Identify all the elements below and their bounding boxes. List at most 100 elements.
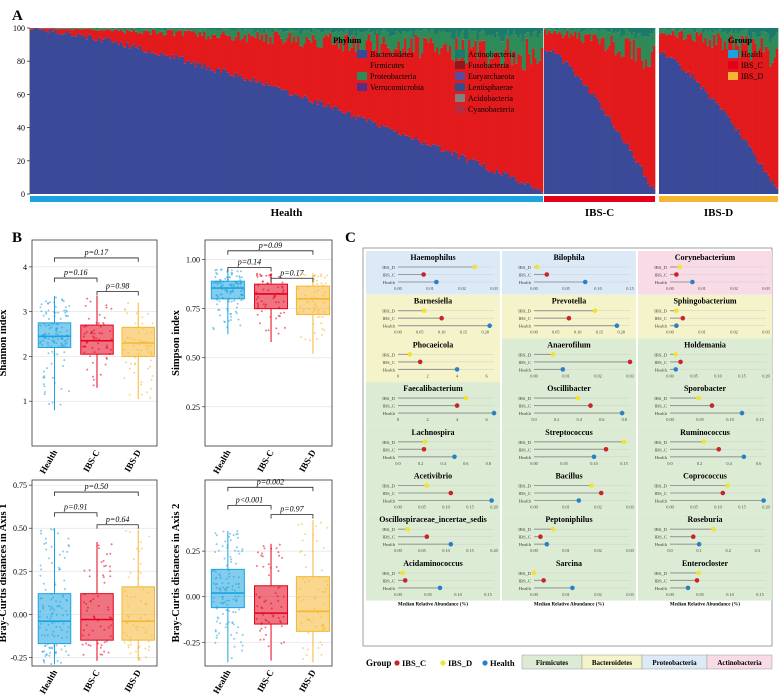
b-jitter-point xyxy=(283,641,286,644)
a-bar-segment xyxy=(265,29,268,34)
a-bar-segment xyxy=(339,41,343,111)
a-bar-segment xyxy=(290,28,294,31)
c-x-tick-label: 0.01 xyxy=(698,330,706,335)
b-jitter-point xyxy=(241,633,244,636)
c-genus-title: Peptoniphilus xyxy=(545,515,592,524)
a-bar-segment xyxy=(466,62,469,163)
a-bar-segment xyxy=(196,28,200,29)
b-jitter-point xyxy=(324,276,326,279)
a-bar-segment xyxy=(642,176,646,194)
a-bar-segment xyxy=(715,44,718,103)
panel-label-b: B xyxy=(12,230,22,246)
a-bar-segment xyxy=(756,53,759,163)
a-bar-segment xyxy=(386,28,390,33)
b-jitter-point xyxy=(307,632,310,634)
b-jitter-point xyxy=(40,303,43,306)
c-x-tick-label: 0.01 xyxy=(562,548,570,553)
a-bar-segment xyxy=(580,41,583,80)
c-genus-title: Acetivibrio xyxy=(414,472,452,481)
c-lollipop-dot xyxy=(544,541,550,547)
a-bar-segment xyxy=(414,28,418,31)
c-x-tick-label: 0.05 xyxy=(424,592,432,597)
b-frame xyxy=(204,479,333,667)
a-bar-segment xyxy=(513,176,516,194)
b-jitter-point xyxy=(68,390,70,393)
a-bar-segment xyxy=(401,48,405,134)
a-bar-segment xyxy=(151,29,155,53)
b-jitter-point xyxy=(228,610,230,612)
a-bar-segment xyxy=(365,28,369,32)
a-bar-segment xyxy=(680,70,684,194)
a-bar-segment xyxy=(491,172,495,194)
a-bar-segment xyxy=(386,127,390,194)
b-jitter-point xyxy=(123,641,126,644)
b-jitter-point xyxy=(215,534,218,537)
a-bar-segment xyxy=(423,141,426,194)
a-bar-segment xyxy=(491,28,495,34)
b-jitter-point xyxy=(304,566,307,569)
a-bar-segment xyxy=(79,29,82,35)
a-bar-segment xyxy=(282,89,285,194)
a-bar-segment xyxy=(749,147,753,194)
c-cell-background xyxy=(502,425,636,470)
a-bar-segment xyxy=(395,28,398,32)
a-bar-segment xyxy=(470,159,473,194)
a-phylum-legend-swatch xyxy=(357,50,367,58)
b-jitter-point xyxy=(221,613,224,615)
c-row-label: IBS_D xyxy=(382,396,395,401)
c-x-tick-label: 6 xyxy=(486,417,489,422)
c-lollipop-dot xyxy=(575,395,581,401)
a-bar-segment xyxy=(359,28,362,33)
a-bar-segment xyxy=(327,28,330,32)
b-jitter-point xyxy=(51,376,54,379)
a-bar-segment xyxy=(758,48,762,165)
a-bar-segment xyxy=(201,28,204,36)
c-x-tick-label: 0.03 xyxy=(626,548,634,553)
a-bar-segment xyxy=(156,33,159,55)
b-jitter-point xyxy=(67,537,70,540)
b-p-value-label: p=0.14 xyxy=(237,257,261,266)
b-jitter-point xyxy=(268,574,270,577)
b-x-tick-label: IBS-C xyxy=(255,668,276,694)
a-bar-segment xyxy=(726,28,729,35)
c-x-tick-label: 0.00 xyxy=(530,592,538,597)
a-bar-segment xyxy=(510,28,514,35)
b-jitter-point xyxy=(309,339,312,342)
a-bar-segment xyxy=(66,28,69,31)
c-cell-background xyxy=(638,425,772,470)
c-x-tick-label: 0.8 xyxy=(486,461,491,466)
a-bar-segment xyxy=(646,66,650,184)
a-bar-segment xyxy=(194,29,198,34)
a-bar-segment xyxy=(723,28,727,32)
b-y-axis-title: Simpson index xyxy=(171,309,182,375)
a-bar-segment xyxy=(665,57,668,194)
a-bar-segment xyxy=(265,28,268,30)
a-bar-segment xyxy=(706,93,710,194)
a-bar-segment xyxy=(233,40,236,77)
a-bar-segment xyxy=(168,28,172,30)
b-jitter-point xyxy=(319,641,322,644)
a-bar-segment xyxy=(414,136,418,194)
c-x-tick-label: 0 xyxy=(397,373,399,378)
a-phylum-legend-label: Actinobacteria xyxy=(468,50,516,59)
a-bar-segment xyxy=(158,28,161,30)
b-jitter-point xyxy=(222,530,225,533)
b-jitter-point xyxy=(68,305,71,307)
c-row-label: Health xyxy=(519,411,532,416)
a-bar-segment xyxy=(160,52,163,195)
b-jitter-point xyxy=(215,636,218,639)
a-bar-segment xyxy=(554,28,557,30)
a-bar-segment xyxy=(616,32,620,53)
b-jitter-point xyxy=(304,533,307,536)
a-bar-segment xyxy=(427,145,431,194)
a-bar-segment xyxy=(745,28,749,36)
c-x-tick-label: 0.00 xyxy=(394,592,402,597)
a-bar-segment xyxy=(314,28,317,30)
a-bar-segment xyxy=(436,47,439,147)
a-bar-segment xyxy=(382,36,386,127)
a-bar-segment xyxy=(139,45,142,194)
a-bar-segment xyxy=(525,182,529,194)
a-bar-segment xyxy=(508,28,512,37)
a-bar-segment xyxy=(674,28,677,36)
a-bar-segment xyxy=(224,69,227,194)
